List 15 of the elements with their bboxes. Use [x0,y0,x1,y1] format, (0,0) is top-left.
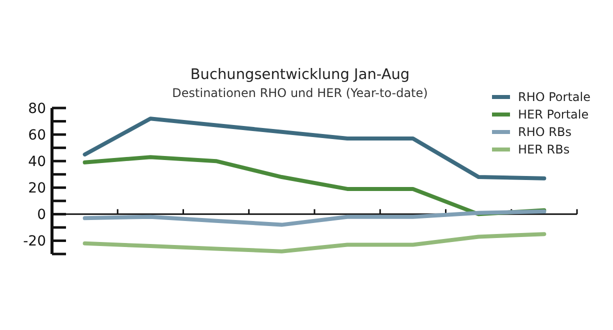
legend-label: RHO Portale [518,90,590,104]
line-series [82,232,546,254]
y-tick-label: 40 [28,154,46,170]
y-tick-label: 20 [28,180,46,197]
legend-label: RHO RBs [518,125,572,140]
chart-title: Buchungsentwicklung Jan-Aug [190,67,410,83]
chart-subtitle: Destinationen RHO und HER (Year-to-date) [172,86,428,100]
line-series [82,116,546,180]
legend-label: HER RBs [518,142,570,157]
line-series [82,210,546,227]
y-tick-label: 60 [28,127,46,144]
y-tick-label: 80 [28,100,46,117]
y-tick-label: -20 [23,234,46,250]
y-tick-label: 0 [37,207,46,224]
legend-label: HER Portale [518,108,589,122]
